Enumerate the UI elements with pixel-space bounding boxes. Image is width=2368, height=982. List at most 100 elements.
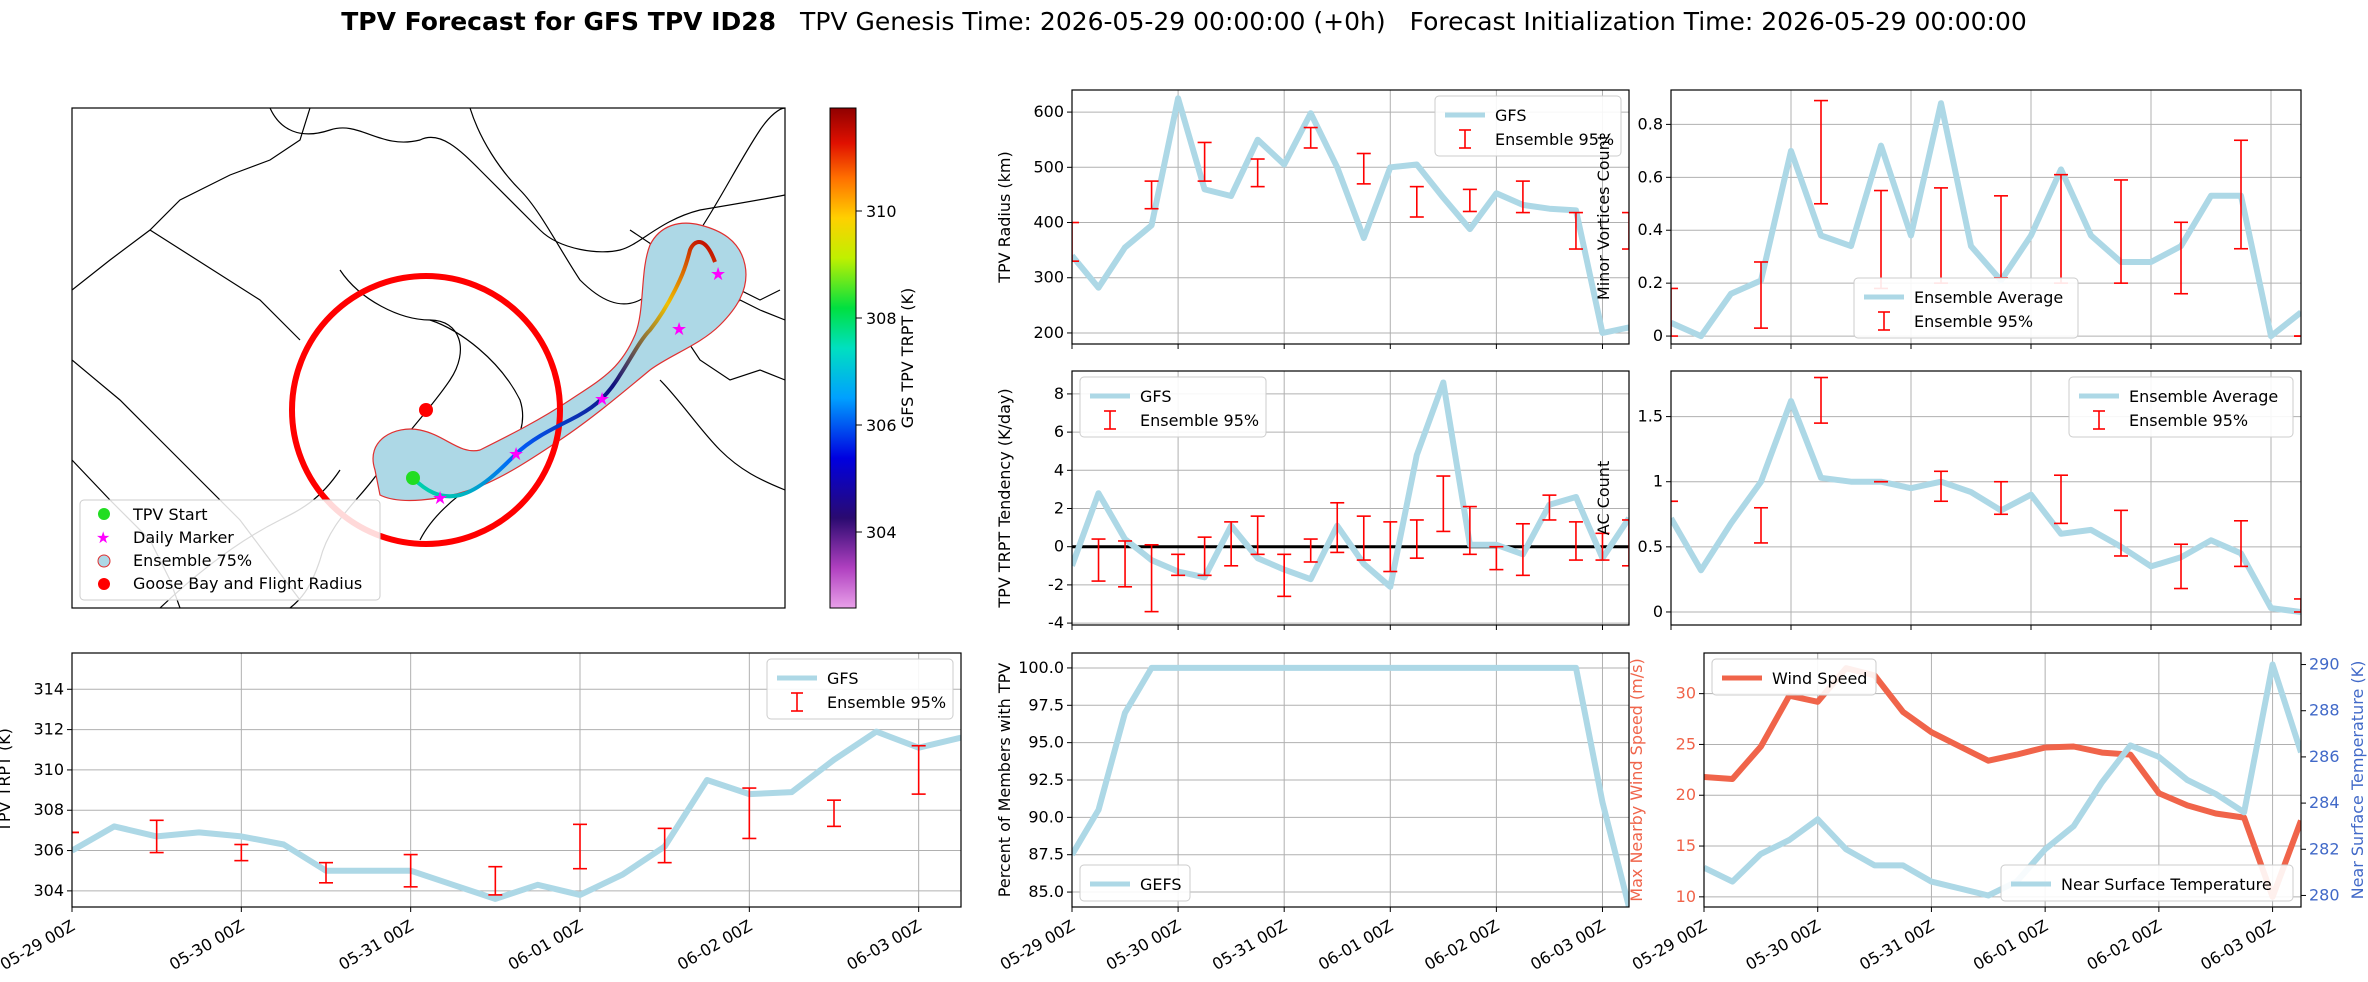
trpt-errorbar-5 (403, 853, 418, 888)
minor-ylabel: Minor Vortices Count (1594, 134, 1613, 300)
ac-legend: Ensemble Average Ensemble 95% (2068, 376, 2294, 438)
wind-ytick-label-4: 30 (1676, 684, 1696, 703)
trpt-xtick-label-2: 05-31 00Z (335, 916, 416, 974)
trpt-ytick-label-1: 306 (33, 841, 64, 860)
wind-legend-box (2000, 864, 2294, 902)
radius-errorbar-0 (1072, 221, 1079, 262)
chart-wind: 10 15 20 25 30 280 282 284 286 288 290 Max Nearby W… (1627, 652, 2367, 974)
colorbar-gradient (829, 107, 857, 609)
percent-xtick-label-4: 06-02 00Z (1421, 916, 1502, 974)
radius-legend-label-1: Ensemble 95% (1495, 130, 1614, 149)
ac-xticks (1670, 625, 2272, 630)
tendency-legend-label-1: Ensemble 95% (1140, 411, 1259, 430)
radius-legend-swatch-1 (1459, 129, 1471, 149)
ac-errorbar-4 (1934, 470, 1948, 503)
map-legend-box (79, 499, 381, 601)
wind-y2tick-label-5: 290 (2309, 655, 2340, 674)
minor-ytick-label-2: 0.4 (1638, 220, 1663, 239)
wind-y2tick-label-3: 286 (2309, 747, 2340, 766)
radius-errorbar-6 (1409, 185, 1424, 218)
colorbar-ticks: 304 306 308 310 (856, 202, 897, 542)
trpt-errorbar-7 (573, 823, 587, 870)
radius-errorbar-1 (1144, 180, 1159, 210)
legend-tpv-start-icon (98, 508, 110, 520)
coastline-alaska (72, 108, 311, 291)
map-frame (71, 107, 786, 609)
minor-legend-box (1853, 277, 2079, 339)
wind-legend-label-0: Wind Speed (1772, 669, 1867, 688)
tendency-ytick-label-0: -4 (1048, 613, 1064, 632)
ac-ylabel: AC Count (1594, 461, 1613, 535)
percent-ylabel: Percent of Members with TPV (995, 663, 1014, 897)
tendency-errorbar-6 (1224, 521, 1239, 567)
title-bold: TPV Forecast for GFS TPV ID28 (341, 7, 776, 36)
tendency-errorbar-17 (1515, 522, 1530, 577)
legend-daily-marker: Daily Marker (133, 528, 234, 547)
ac-errorbar-9 (2234, 519, 2248, 568)
tendency-errorbar-14 (1436, 475, 1451, 533)
tpv-track (411, 240, 717, 499)
ac-errorbar-7 (2114, 509, 2128, 557)
wind-y2tick-label-0: 280 (2309, 885, 2340, 904)
tendency-ytick-label-3: 2 (1054, 499, 1064, 518)
ac-errorbar-10 (2294, 598, 2301, 613)
radius-legend: GFS Ensemble 95% (1434, 95, 1622, 157)
radius-xticks (1071, 344, 1603, 349)
map-panel: ★ ★ ★ ★ ★ TPV Start ★ Daily Marker Ensem… (71, 107, 917, 609)
radius-ylabel: TPV Radius (km) (995, 151, 1014, 284)
tendency-marks (1072, 379, 1629, 613)
tendency-errorbar-2 (1118, 540, 1133, 588)
radius-ytick-label-0: 200 (1033, 323, 1064, 342)
tendency-frame (1071, 370, 1630, 626)
colorbar-tick-310: 310 (866, 202, 897, 221)
tendency-errorbar-5 (1197, 536, 1212, 577)
percent-series-0-line (1072, 664, 1629, 907)
ac-marks (1671, 376, 2301, 615)
radius-errorbars (1072, 126, 1629, 262)
wind-y2label: Near Surface Temperature (K) (2348, 661, 2367, 900)
percent-ytick-label-6: 100.0 (1018, 658, 1064, 677)
daily-marker-3: ★ (594, 389, 610, 410)
trpt-ylabel: TPV TRPT (K) (0, 728, 14, 833)
minor-errorbar-0 (1671, 287, 1678, 337)
trpt-ytick-label-0: 304 (33, 881, 64, 900)
percent-yticks: 85.0 87.5 90.0 92.5 95.0 97.5 100.0 (1018, 658, 1072, 901)
radius-legend-label-0: GFS (1495, 106, 1526, 125)
coastline-baltic (679, 329, 785, 381)
wind-legend: Near Surface Temperature (2000, 864, 2294, 902)
trpt-marks (72, 728, 961, 902)
daily-marker-5: ★ (710, 264, 726, 285)
wind-y2tick-label-4: 288 (2309, 701, 2340, 720)
trpt-legend-swatch-1 (791, 692, 803, 712)
legend-daily-marker-icon: ★ (96, 528, 110, 547)
daily-marker-2: ★ (508, 444, 524, 465)
trpt-ytick-label-2: 308 (33, 800, 64, 819)
map-legend: TPV Start ★ Daily Marker Ensemble 75% Go… (79, 499, 381, 601)
radius-errorbar-7 (1462, 188, 1477, 213)
trpt-errorbar-4 (319, 861, 333, 884)
tendency-ytick-label-5: 6 (1054, 422, 1064, 441)
coastline-greenland (469, 108, 785, 305)
percent-ytick-label-3: 92.5 (1028, 770, 1064, 789)
title-genesis: TPV Genesis Time: 2026-05-29 00:00:00 (+… (799, 7, 1386, 36)
wind-legend: Wind Speed (1711, 658, 1877, 696)
trpt-errorbar-2 (149, 819, 164, 854)
radius-ytick-label-4: 600 (1033, 102, 1064, 121)
legend-tpv-start: TPV Start (132, 505, 208, 524)
minor-errorbar-7 (2114, 179, 2128, 284)
trpt-xtick-label-4: 06-02 00Z (674, 916, 755, 974)
minor-xticks (1670, 344, 2272, 349)
ac-errorbar-5 (1994, 480, 2008, 516)
ac-ytick-label-3: 1.5 (1638, 407, 1663, 426)
tendency-legend-label-0: GFS (1140, 387, 1171, 406)
trpt-xtick-label-0: 05-29 00Z (0, 916, 78, 974)
ensemble-75-swath (372, 222, 747, 502)
tendency-errorbar-16 (1489, 545, 1504, 571)
radius-legend-box (1434, 95, 1622, 157)
percent-marks (1072, 664, 1629, 907)
tendency-errorbar-4 (1171, 553, 1186, 577)
colorbar-label: GFS TPV TRPT (K) (898, 288, 917, 428)
wind-xtick-label-0: 05-29 00Z (1629, 916, 1710, 974)
percent-ytick-label-0: 85.0 (1028, 882, 1064, 901)
radius-frame (1071, 89, 1630, 345)
